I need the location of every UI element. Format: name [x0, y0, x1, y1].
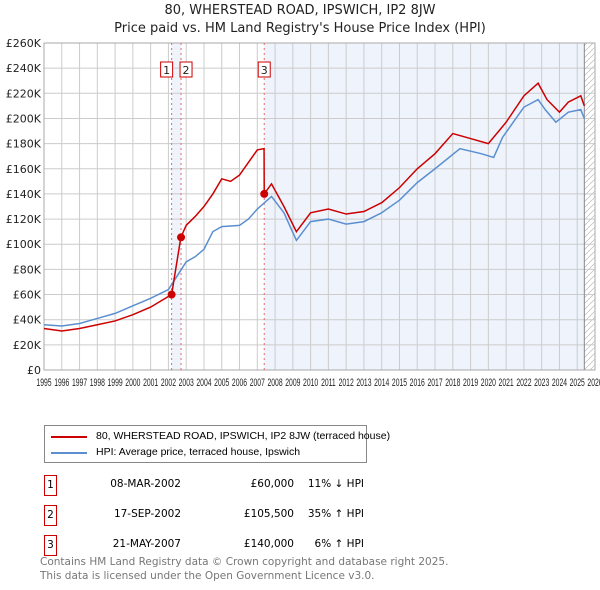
x-tick-label: 1998 — [90, 376, 105, 388]
sale-shade — [264, 43, 585, 370]
property-price-line — [43, 82, 586, 332]
transaction-marker: 1 — [44, 475, 57, 496]
transaction-price: £60,000 — [250, 478, 294, 490]
x-tick-label: 2006 — [232, 376, 247, 388]
x-tick-label: 1996 — [54, 376, 69, 388]
y-tick-label: £60K — [13, 289, 42, 302]
sale-marker-label: 3 — [261, 64, 268, 77]
x-tick-label: 2003 — [179, 376, 194, 388]
x-tick-label: 2016 — [410, 376, 425, 388]
sale-marker-label: 2 — [183, 64, 190, 77]
y-tick-label: £20K — [13, 339, 42, 352]
chart-subtitle: Price paid vs. HM Land Registry's House … — [114, 21, 486, 36]
footer-copyright: Contains HM Land Registry data © Crown c… — [40, 556, 449, 568]
x-tick-label: 2014 — [374, 376, 389, 388]
plot-border — [43, 42, 596, 371]
sale-point — [260, 189, 269, 198]
x-tick-label: 2025 — [570, 376, 585, 388]
x-tick-label: 2024 — [552, 376, 567, 388]
y-tick-label: £140K — [6, 188, 42, 201]
x-tick-label: 2020 — [481, 376, 496, 388]
x-tick-label: 1997 — [72, 376, 87, 388]
x-tick-label: 2000 — [125, 376, 140, 388]
legend-label: HPI: Average price, terraced house, Ipsw… — [96, 446, 301, 458]
y-tick-label: £180K — [6, 138, 42, 151]
sale-point — [167, 290, 176, 299]
price-chart: £0 £20K £40K £60K £80K £100K £120K £140K £160K £1… — [6, 37, 600, 388]
y-tick-label: £260K — [6, 37, 42, 50]
y-tick-label: £40K — [13, 314, 42, 327]
transaction-hpi: 6% ↑ HPI — [314, 538, 364, 550]
chart-title: 80, WHERSTEAD ROAD, IPSWICH, IP2 8JW — [164, 3, 436, 18]
x-tick-label: 2015 — [392, 376, 407, 388]
x-tick-label: 2011 — [321, 376, 336, 388]
transaction-price: £105,500 — [243, 508, 294, 520]
y-tick-label: £0 — [27, 364, 41, 377]
x-tick-label: 2010 — [303, 376, 318, 388]
legend-swatch-blue — [51, 451, 87, 454]
legend-label: 80, WHERSTEAD ROAD, IPSWICH, IP2 8JW (te… — [96, 430, 391, 442]
x-tick-label: 2008 — [267, 376, 282, 388]
x-tick-label: 2012 — [339, 376, 354, 388]
y-tick-label: £220K — [6, 87, 42, 100]
y-tick-label: £200K — [6, 112, 42, 125]
x-tick-label: 2001 — [143, 376, 158, 388]
sale-marker-box — [257, 61, 271, 78]
sale-marker-box — [160, 61, 174, 78]
transaction-hpi: 35% ↑ HPI — [307, 508, 364, 520]
hpi-line — [43, 98, 586, 327]
transaction-date: 21-MAY-2007 — [112, 538, 181, 550]
transaction-date: 17-SEP-2002 — [113, 508, 181, 520]
x-tick-label: 2022 — [516, 376, 531, 388]
sale-marker-box — [179, 61, 193, 78]
x-tick-label: 2023 — [534, 376, 549, 388]
x-tick-label: 2002 — [161, 376, 176, 388]
y-tick-label: £100K — [6, 238, 42, 251]
transaction-price: £140,000 — [243, 538, 294, 550]
y-tick-label: £120K — [6, 213, 42, 226]
legend-item-hpi: HPI: Average price, terraced house, Ipsw… — [51, 446, 300, 459]
transaction-hpi: 11% ↓ HPI — [307, 478, 364, 490]
legend-item-property: 80, WHERSTEAD ROAD, IPSWICH, IP2 8JW (te… — [51, 430, 390, 443]
y-tick-label: £240K — [6, 62, 42, 75]
transaction-date: 08-MAR-2002 — [110, 478, 181, 490]
transaction-marker: 2 — [44, 505, 57, 526]
x-tick-label: 2007 — [250, 376, 265, 388]
x-tick-label: 2021 — [499, 376, 514, 388]
forecast-hatch — [584, 43, 595, 370]
x-tick-label: 2019 — [463, 376, 478, 388]
y-tick-label: £160K — [6, 163, 42, 176]
x-tick-label: 1995 — [36, 376, 51, 388]
x-tick-label: 2013 — [356, 376, 371, 388]
legend-swatch-red — [51, 435, 87, 438]
legend: 80, WHERSTEAD ROAD, IPSWICH, IP2 8JW (te… — [44, 425, 390, 463]
y-tick-label: £80K — [13, 263, 42, 276]
sale-point — [177, 233, 186, 242]
footer-licence: This data is licensed under the Open Gov… — [40, 570, 375, 582]
x-tick-label: 2004 — [196, 376, 211, 388]
x-tick-label: 2026 — [587, 376, 600, 388]
x-tick-label: 2017 — [427, 376, 442, 388]
x-tick-label: 1999 — [108, 376, 123, 388]
x-tick-label: 2018 — [445, 376, 460, 388]
sale-marker-label: 1 — [163, 64, 170, 77]
sale-shade — [171, 43, 182, 370]
transaction-marker: 3 — [44, 535, 57, 556]
x-tick-label: 2009 — [285, 376, 300, 388]
x-tick-label: 2005 — [214, 376, 229, 388]
